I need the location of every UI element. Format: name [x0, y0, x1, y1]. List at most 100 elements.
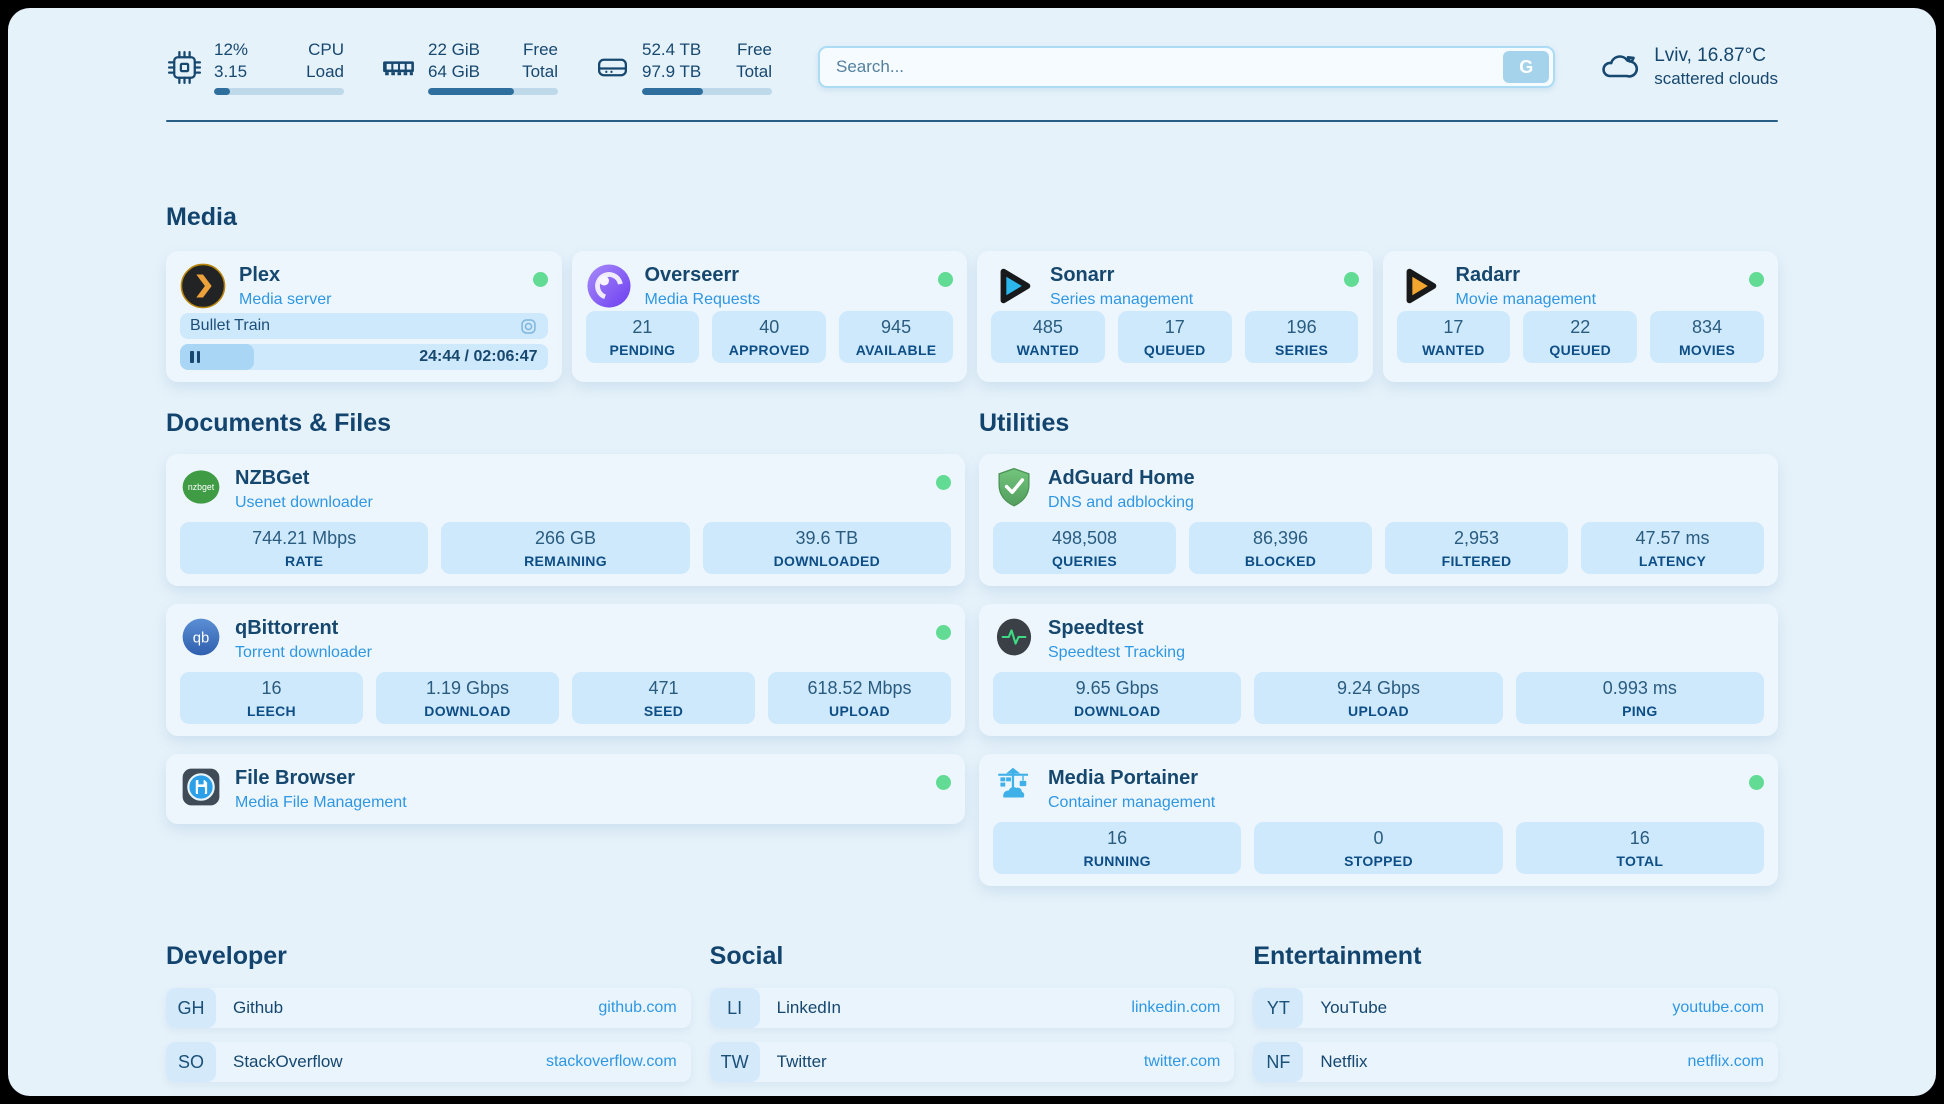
- status-online-dot: [1749, 775, 1764, 790]
- link-badge: NF: [1253, 1042, 1304, 1082]
- status-online-dot: [1749, 272, 1764, 287]
- stat-running: 16 RUNNING: [993, 822, 1242, 874]
- link-badge: SO: [166, 1042, 216, 1082]
- disk-icon: [598, 58, 627, 76]
- now-playing-bar: Bullet Train: [180, 313, 548, 339]
- stat-ping: 0.993 ms PING: [1515, 672, 1764, 724]
- overseerr-icon: [586, 264, 631, 308]
- search-input[interactable]: [824, 56, 1504, 78]
- section-title-entertainment: Entertainment: [1253, 942, 1422, 970]
- service-title: Plex: [239, 264, 281, 286]
- service-title: File Browser: [235, 767, 356, 789]
- status-online-dot: [938, 272, 953, 287]
- stat-downloaded: 39.6 TB DOWNLOADED: [702, 522, 951, 574]
- link-url: youtube.com: [1672, 999, 1764, 1016]
- service-title: Media Portainer: [1048, 767, 1199, 789]
- service-title: AdGuard Home: [1048, 467, 1195, 489]
- link-badge: TW: [709, 1042, 760, 1082]
- service-title: Speedtest: [1048, 617, 1144, 639]
- service-subtitle: Media Requests: [644, 291, 761, 308]
- weather-widget: Lviv, 16.87°C scattered clouds: [1597, 45, 1778, 89]
- link-row-netflix[interactable]: NF Netflix netflix.com: [1253, 1042, 1778, 1082]
- now-playing-settings-icon[interactable]: [519, 317, 538, 336]
- link-name: Netflix: [1320, 1052, 1368, 1071]
- link-name: Twitter: [776, 1052, 827, 1071]
- stat-upload: 618.52 Mbps UPLOAD: [768, 672, 951, 724]
- service-title: qBittorrent: [235, 617, 339, 639]
- status-online-dot: [936, 775, 951, 790]
- link-row-twitter[interactable]: TW Twitter twitter.com: [709, 1042, 1235, 1082]
- service-card-overseerr[interactable]: Overseerr Media Requests 21 PENDING 40 A…: [571, 251, 967, 382]
- service-title: Overseerr: [644, 264, 740, 286]
- disk-stat-group: 52.4 TB 97.9 TB Free Total: [594, 39, 772, 96]
- service-card-nzbget[interactable]: nzbget NZBGet Usenet downloader 744.21 M…: [166, 454, 965, 586]
- stat-pending: 21 PENDING: [585, 311, 700, 363]
- stat-remaining: 266 GB REMAINING: [441, 522, 690, 574]
- ram-icon: [383, 60, 414, 75]
- link-url: netflix.com: [1687, 1053, 1764, 1070]
- stat-download: 9.65 Gbps DOWNLOAD: [993, 672, 1242, 724]
- service-card-qbittorrent[interactable]: qb qBittorrent Torrent downloader 16 LEE…: [166, 604, 965, 736]
- cpu-load-value: 3.15: [214, 62, 248, 81]
- link-row-youtube[interactable]: YT YouTube youtube.com: [1253, 988, 1778, 1028]
- stat-leech: 16 LEECH: [180, 672, 363, 724]
- service-card-speedtest[interactable]: Speedtest Speedtest Tracking 9.65 Gbps D…: [979, 604, 1778, 736]
- service-subtitle: DNS and adblocking: [1048, 494, 1194, 511]
- link-url: github.com: [598, 999, 677, 1016]
- top-bar: 12% 3.15 CPU Load: [166, 36, 1778, 98]
- pause-button[interactable]: [190, 351, 200, 363]
- links-column-entertainment: Entertainment YT YouTube youtube.com NF …: [1253, 916, 1778, 1096]
- stat-rate: 744.21 Mbps RATE: [180, 522, 429, 574]
- weather-condition: scattered clouds: [1654, 69, 1778, 88]
- stat-seed: 471 SEED: [572, 672, 755, 724]
- service-card-sonarr[interactable]: Sonarr Series management 485 WANTED 17 Q…: [977, 251, 1373, 382]
- status-online-dot: [1343, 272, 1359, 287]
- stat-queued: 22 QUEUED: [1523, 311, 1638, 363]
- status-online-dot: [936, 625, 951, 640]
- radarr-icon: [1406, 268, 1436, 304]
- stat-total: 16 TOTAL: [1515, 822, 1764, 874]
- playback-progress-bar: 24:44 / 02:06:47: [180, 344, 548, 370]
- link-badge: YT: [1253, 988, 1304, 1028]
- search-bar: G: [818, 46, 1556, 88]
- link-url: twitter.com: [1143, 1053, 1221, 1070]
- service-card-radarr[interactable]: Radarr Movie management 17 WANTED 22 QUE…: [1382, 251, 1778, 382]
- stat-movies: 834 MOVIES: [1650, 311, 1764, 363]
- links-column-social: Social LI LinkedIn linkedin.com TW Twitt…: [709, 916, 1235, 1096]
- stat-available: 945 AVAILABLE: [839, 311, 953, 363]
- service-card-portainer[interactable]: Media Portainer Container management 16 …: [979, 754, 1778, 886]
- service-subtitle: Container management: [1048, 794, 1216, 811]
- link-badge: LI: [709, 988, 760, 1028]
- service-title: Radarr: [1455, 264, 1520, 286]
- search-engine-button[interactable]: G: [1503, 51, 1550, 83]
- stat-wanted: 17 WANTED: [1396, 311, 1511, 363]
- link-row-github[interactable]: GH Github github.com: [166, 988, 691, 1028]
- links-column-developer: Developer GH Github github.com SO StackO…: [166, 916, 691, 1096]
- stat-series: 196 SERIES: [1244, 311, 1359, 363]
- section-title-utilities: Utilities: [979, 409, 1070, 437]
- disk-free-value: 52.4 TB: [642, 39, 702, 59]
- plex-icon: [180, 263, 226, 309]
- ram-total-value: 64 GiB: [428, 62, 480, 81]
- stat-stopped: 0 STOPPED: [1254, 822, 1503, 874]
- cpu-usage-value: 12%: [214, 39, 249, 59]
- link-name: LinkedIn: [776, 998, 841, 1017]
- link-row-linkedin[interactable]: LI LinkedIn linkedin.com: [709, 988, 1235, 1028]
- stat-latency: 47.57 ms LATENCY: [1581, 522, 1764, 574]
- service-subtitle: Series management: [1050, 291, 1194, 308]
- service-card-adguard[interactable]: AdGuard Home DNS and adblocking 498,508 …: [979, 454, 1778, 586]
- stat-download: 1.19 Gbps DOWNLOAD: [376, 672, 559, 724]
- speedtest-icon: [996, 618, 1032, 656]
- svg-text:nzbget: nzbget: [188, 482, 215, 492]
- portainer-icon: [998, 767, 1028, 798]
- stat-approved: 40 APPROVED: [712, 311, 827, 363]
- dashboard-page: 12% 3.15 CPU Load: [8, 8, 1936, 1096]
- section-title-developer: Developer: [166, 942, 287, 970]
- link-row-stackoverflow[interactable]: SO StackOverflow stackoverflow.com: [166, 1042, 691, 1082]
- service-card-filebrowser[interactable]: File Browser Media File Management: [166, 754, 965, 824]
- service-subtitle: Usenet downloader: [235, 494, 373, 511]
- service-subtitle: Media server: [239, 291, 332, 308]
- service-card-plex[interactable]: Plex Media server Bullet Train 24:44 / 0…: [166, 251, 562, 382]
- cpu-icon: [167, 50, 202, 84]
- ram-stat-group: 22 GiB 64 GiB Free Total: [380, 39, 558, 96]
